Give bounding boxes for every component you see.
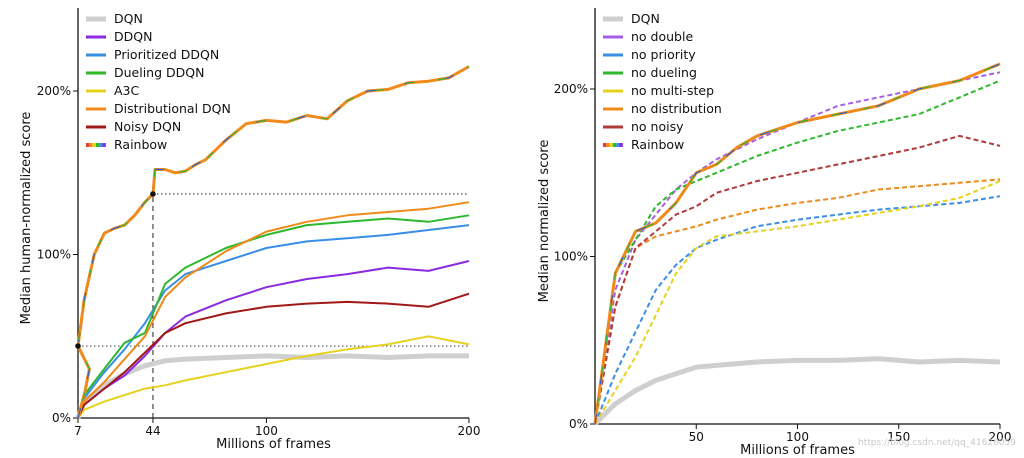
series-line-no-priority	[594, 195, 1001, 425]
y-axis-label: Median normalized score	[537, 140, 552, 303]
legend-label: no noisy	[631, 119, 684, 134]
legend-swatch-rainbow	[612, 143, 617, 147]
legend-label: Dueling DDQN	[114, 65, 204, 80]
legend-swatch-rainbow	[92, 143, 96, 147]
legend-label: no priority	[631, 47, 696, 62]
series-line-dueling-ddqn	[77, 214, 470, 419]
y-tick-label: 200%	[554, 82, 588, 96]
legend-label: Noisy DQN	[114, 119, 181, 134]
legend-swatch-rainbow	[606, 143, 610, 147]
x-tick-label: 200	[458, 424, 481, 438]
legend-label: no multi-step	[631, 83, 714, 98]
y-axis-label: Median human-normalized score	[19, 112, 34, 325]
legend-swatch-rainbow	[609, 143, 613, 147]
legend-label: Rainbow	[114, 137, 167, 152]
x-tick-label: 100	[255, 424, 278, 438]
legend-label: DQN	[631, 11, 660, 26]
series-line-noisy-dqn	[77, 292, 470, 419]
legend: DQN DDQN Prioritized DDQN Dueling DDQN A3C Di…	[86, 11, 231, 152]
series-line-rainbow-overlay	[594, 63, 1001, 425]
y-tick-label: 100%	[554, 250, 588, 264]
series-line-distributional-dqn	[77, 201, 470, 419]
series-line-rainbow	[593, 62, 1001, 425]
x-tick-label: 100	[786, 430, 809, 444]
legend-swatch-rainbow	[95, 143, 100, 147]
legend-label: no double	[631, 29, 693, 44]
x-tick-label: 200	[989, 430, 1012, 444]
y-tick-label: 0%	[52, 411, 71, 425]
legend-swatch-rainbow	[603, 143, 607, 147]
legend-label: Distributional DQN	[114, 101, 231, 116]
data-marker	[150, 191, 156, 197]
series-line-dqn	[75, 353, 469, 419]
series-line-dqn	[593, 356, 1001, 426]
legend-swatch-rainbow	[86, 143, 90, 147]
legend-label: no distribution	[631, 101, 722, 116]
data-marker	[75, 343, 81, 349]
series-line-a3c	[77, 335, 470, 419]
series-line-no-dueling	[594, 79, 1001, 425]
chart-panel-1: 0% 100% 200% 7 44 100 200 Millions of frames Med…	[19, 8, 480, 452]
series-line-no-noisy	[594, 134, 1001, 425]
legend-label: Rainbow	[631, 137, 684, 152]
x-axis-label: Millions of frames	[216, 437, 331, 452]
series-line-prioritized-ddqn	[77, 224, 470, 419]
y-tick-label: 100%	[37, 248, 71, 262]
legend-swatch-rainbow	[616, 143, 620, 147]
legend-swatch-rainbow	[619, 143, 623, 147]
y-tick-label: 200%	[37, 84, 71, 98]
x-tick-label: 150	[887, 430, 910, 444]
series-line-rainbow-overlay	[77, 65, 470, 419]
legend-label: DDQN	[114, 29, 152, 44]
x-tick-label: 50	[689, 430, 704, 444]
legend-swatch-rainbow	[99, 143, 103, 147]
x-tick-label: 44	[145, 424, 160, 438]
legend-label: Prioritized DDQN	[114, 47, 219, 62]
legend-swatch-rainbow	[102, 143, 106, 147]
legend: DQN no double no priority no dueling no mult…	[603, 11, 722, 152]
legend-label: no dueling	[631, 65, 697, 80]
legend-label: A3C	[114, 83, 140, 98]
legend-label: DQN	[114, 11, 143, 26]
series-line-rainbow-overlay	[77, 65, 470, 419]
series-line-no-multi-step	[594, 180, 1001, 425]
watermark-text: https://blog.csdn.net/qq_41626059	[858, 438, 1016, 448]
x-tick-label: 7	[74, 424, 82, 438]
chart-panel-2: 0% 100% 200% 50 100 150 200 Millions of frames M…	[537, 8, 1011, 458]
x-axis-label: Millions of frames	[740, 443, 855, 458]
series-line-rainbow-overlay	[594, 63, 1001, 425]
y-tick-label: 0%	[569, 417, 588, 431]
legend-swatch-rainbow	[89, 143, 93, 147]
